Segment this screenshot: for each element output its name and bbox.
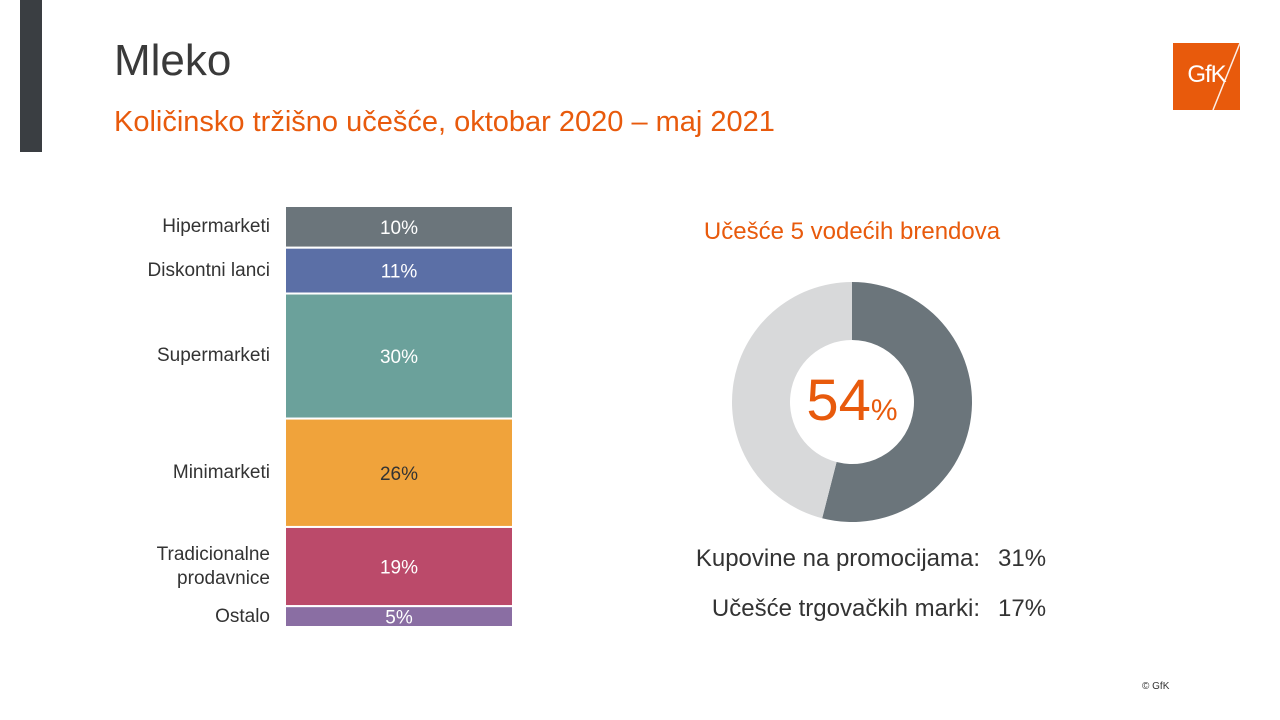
gfk-logo: GfK (1173, 43, 1240, 110)
bar-data-label: 19% (380, 558, 418, 579)
bar-data-label: 30% (380, 347, 418, 368)
bar-category-label-line: prodavnice (177, 567, 270, 589)
bar-category-label-line: Diskontni lanci (147, 259, 271, 281)
bar-data-label: 10% (380, 218, 418, 239)
bar-category-label: Diskontni lanci (148, 259, 271, 283)
stat-value-promotions: 31% (998, 545, 1047, 572)
donut-slice (822, 282, 972, 522)
donut-slice (732, 282, 852, 519)
bar-segment (284, 605, 514, 628)
bar-data-label: 11% (381, 262, 418, 283)
bar-category-label: Minimarketi (173, 461, 270, 485)
page-subtitle: Količinsko tržišno učešće, oktobar 2020 … (114, 106, 775, 138)
donut-center-unit: % (870, 394, 898, 427)
bar-segment (284, 417, 514, 528)
bar-category-label: Hipermarketi (162, 215, 270, 239)
bar-category-label-line: Tradicionalne (156, 543, 270, 565)
bar-data-label: 26% (380, 464, 418, 485)
accent-bar (20, 0, 42, 152)
stat-value-private-labels: 17% (998, 595, 1047, 622)
donut-center-label: 54% (792, 366, 912, 451)
donut-title: Učešće 5 vodećih brendova (703, 218, 1001, 245)
bar-category-label-line: Minimarketi (172, 461, 270, 483)
copyright: © GfK (1142, 681, 1170, 692)
bar-data-label: 5% (385, 608, 413, 629)
logo-text: GfK (1187, 61, 1226, 88)
bar-category-label: Supermarketi (157, 344, 270, 368)
donut-center-value: 54 (806, 368, 871, 433)
bar-category-label: Ostalo (215, 605, 270, 629)
page-title: Mleko (114, 36, 232, 85)
bar-segment (284, 525, 514, 608)
bar-category-label: Tradicionalne prodavnice (157, 543, 270, 591)
bar-category-label-line: Supermarketi (157, 345, 270, 367)
stat-label-private-labels: Učešće trgovačkih marki: (711, 595, 980, 622)
bar-category-label-line: Hipermarketi (162, 215, 270, 237)
bar-segment (284, 292, 514, 420)
bar-category-label-line: Ostalo (215, 605, 270, 627)
logo-slash-icon (1212, 43, 1240, 110)
stat-label-promotions: Kupovine na promocijama: (695, 545, 980, 572)
